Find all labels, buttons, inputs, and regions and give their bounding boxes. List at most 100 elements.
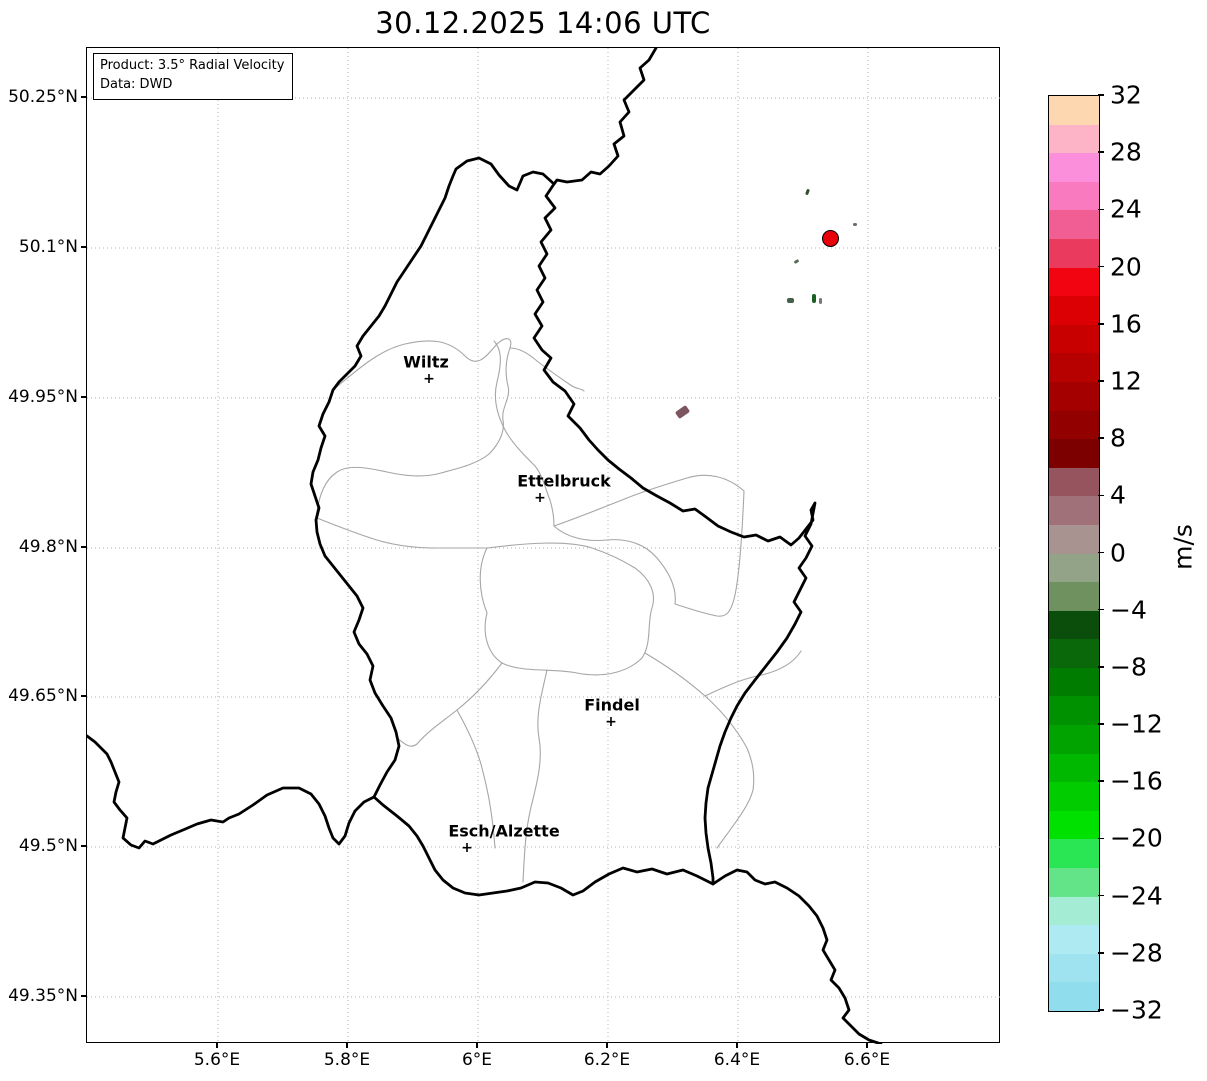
lon-tick-mark xyxy=(736,1043,738,1048)
gridlines xyxy=(87,48,1001,1044)
plot-title: 30.12.2025 14:06 UTC xyxy=(375,6,711,40)
canton-borders xyxy=(315,338,802,883)
colorbar-tick-label: 12 xyxy=(1110,366,1142,396)
border-germany-france xyxy=(711,868,883,1044)
map-plot-area: Product: 3.5° Radial Velocity Data: DWD … xyxy=(86,47,1001,1044)
lat-tick-label: 49.5°N xyxy=(18,836,78,856)
colorbar-segment xyxy=(1049,524,1099,554)
colorbar-tick-mark xyxy=(1098,322,1104,325)
radar-echo xyxy=(853,223,857,226)
radar-echo xyxy=(819,298,822,304)
lon-tick-mark xyxy=(476,1043,478,1048)
lon-tick-mark xyxy=(606,1043,608,1048)
colorbar-tick-label: 16 xyxy=(1110,309,1142,339)
border-luxembourg xyxy=(309,156,817,897)
colorbar-tick-mark xyxy=(1098,608,1104,611)
lon-tick-label: 6.6°E xyxy=(843,1050,891,1070)
radar-echo xyxy=(812,294,816,303)
lat-tick-mark xyxy=(81,96,86,98)
colorbar-segment xyxy=(1049,238,1099,268)
map-borders-svg xyxy=(87,48,1001,1044)
product-info-line1: Product: 3.5° Radial Velocity xyxy=(100,58,285,73)
lat-tick-label: 49.95°N xyxy=(8,387,78,407)
colorbar-segment xyxy=(1049,267,1099,297)
velocity-colorbar xyxy=(1048,95,1100,1012)
colorbar-segment xyxy=(1049,353,1099,382)
lat-tick-mark xyxy=(81,396,86,398)
colorbar-segment xyxy=(1049,496,1099,525)
colorbar-tick-label: −4 xyxy=(1110,595,1147,625)
colorbar-tick-label: −24 xyxy=(1110,881,1163,911)
colorbar-tick-mark xyxy=(1098,723,1104,725)
colorbar-segment xyxy=(1049,96,1099,125)
colorbar-segment xyxy=(1049,725,1099,754)
colorbar-segment xyxy=(1049,696,1099,726)
colorbar-tick-mark xyxy=(1098,780,1104,783)
colorbar-segment xyxy=(1049,582,1099,611)
colorbar-tick-mark xyxy=(1098,1009,1104,1011)
lon-tick-mark xyxy=(346,1043,348,1048)
colorbar-unit-label: m/s xyxy=(1168,524,1198,570)
colorbar-segment xyxy=(1049,753,1099,783)
border-france-belgium xyxy=(87,734,376,850)
lat-tick-mark xyxy=(81,246,86,248)
city-label: Esch/Alzette xyxy=(448,821,560,841)
colorbar-segment xyxy=(1049,639,1099,668)
colorbar-segment xyxy=(1049,324,1099,354)
colorbar-segment xyxy=(1049,782,1099,811)
lat-tick-label: 49.65°N xyxy=(8,686,78,706)
lat-tick-label: 49.35°N xyxy=(8,986,78,1006)
colorbar-segment xyxy=(1049,610,1099,640)
colorbar-segment xyxy=(1049,467,1099,497)
lon-tick-label: 6.2°E xyxy=(583,1050,631,1070)
colorbar-segment xyxy=(1049,124,1099,154)
colorbar-segment xyxy=(1049,982,1099,1011)
lon-tick-mark xyxy=(866,1043,868,1048)
colorbar-tick-label: −28 xyxy=(1110,938,1163,968)
product-info-box: Product: 3.5° Radial Velocity Data: DWD xyxy=(93,53,294,100)
colorbar-tick-label: 28 xyxy=(1110,137,1142,167)
colorbar-tick-mark xyxy=(1098,151,1104,153)
lat-tick-label: 50.25°N xyxy=(8,87,78,107)
colorbar-segment xyxy=(1049,153,1099,182)
product-info-line2: Data: DWD xyxy=(100,76,173,92)
colorbar-segment xyxy=(1049,553,1099,583)
colorbar-segment xyxy=(1049,839,1099,869)
country-borders xyxy=(87,48,883,1044)
colorbar-tick-mark xyxy=(1098,94,1104,96)
colorbar-segment xyxy=(1049,953,1099,983)
colorbar-tick-label: −20 xyxy=(1110,823,1163,853)
colorbar-segment xyxy=(1049,896,1099,926)
radar-echo xyxy=(787,298,794,303)
colorbar-tick-label: 24 xyxy=(1110,194,1142,224)
colorbar-tick-mark xyxy=(1098,837,1104,840)
colorbar-tick-label: 0 xyxy=(1110,538,1126,567)
lat-tick-mark xyxy=(81,995,86,997)
lat-tick-mark xyxy=(81,546,86,548)
colorbar-tick-mark xyxy=(1098,437,1104,439)
colorbar-segment xyxy=(1049,210,1099,239)
lat-tick-label: 50.1°N xyxy=(18,237,78,257)
lat-tick-mark xyxy=(81,845,86,847)
city-label: Ettelbruck xyxy=(517,471,611,491)
colorbar-segment xyxy=(1049,868,1099,897)
colorbar-tick-label: −32 xyxy=(1110,995,1163,1025)
lon-tick-label: 5.8°E xyxy=(323,1050,371,1070)
colorbar-tick-label: −16 xyxy=(1110,766,1163,796)
colorbar-tick-mark xyxy=(1098,265,1104,268)
colorbar-tick-mark xyxy=(1098,952,1104,954)
colorbar-tick-label: −12 xyxy=(1110,709,1163,739)
city-label: Findel xyxy=(584,695,640,715)
colorbar-segment xyxy=(1049,381,1099,411)
lat-tick-mark xyxy=(81,695,86,697)
colorbar-tick-label: 4 xyxy=(1110,480,1126,510)
colorbar-segment xyxy=(1049,810,1099,840)
radar-site-dot xyxy=(821,229,839,247)
colorbar-segment xyxy=(1049,925,1099,954)
lon-tick-label: 5.6°E xyxy=(193,1050,241,1070)
colorbar-tick-mark xyxy=(1098,894,1104,897)
colorbar-tick-label: −8 xyxy=(1110,652,1147,682)
colorbar-tick-label: 20 xyxy=(1110,252,1142,282)
colorbar-tick-mark xyxy=(1098,551,1104,554)
